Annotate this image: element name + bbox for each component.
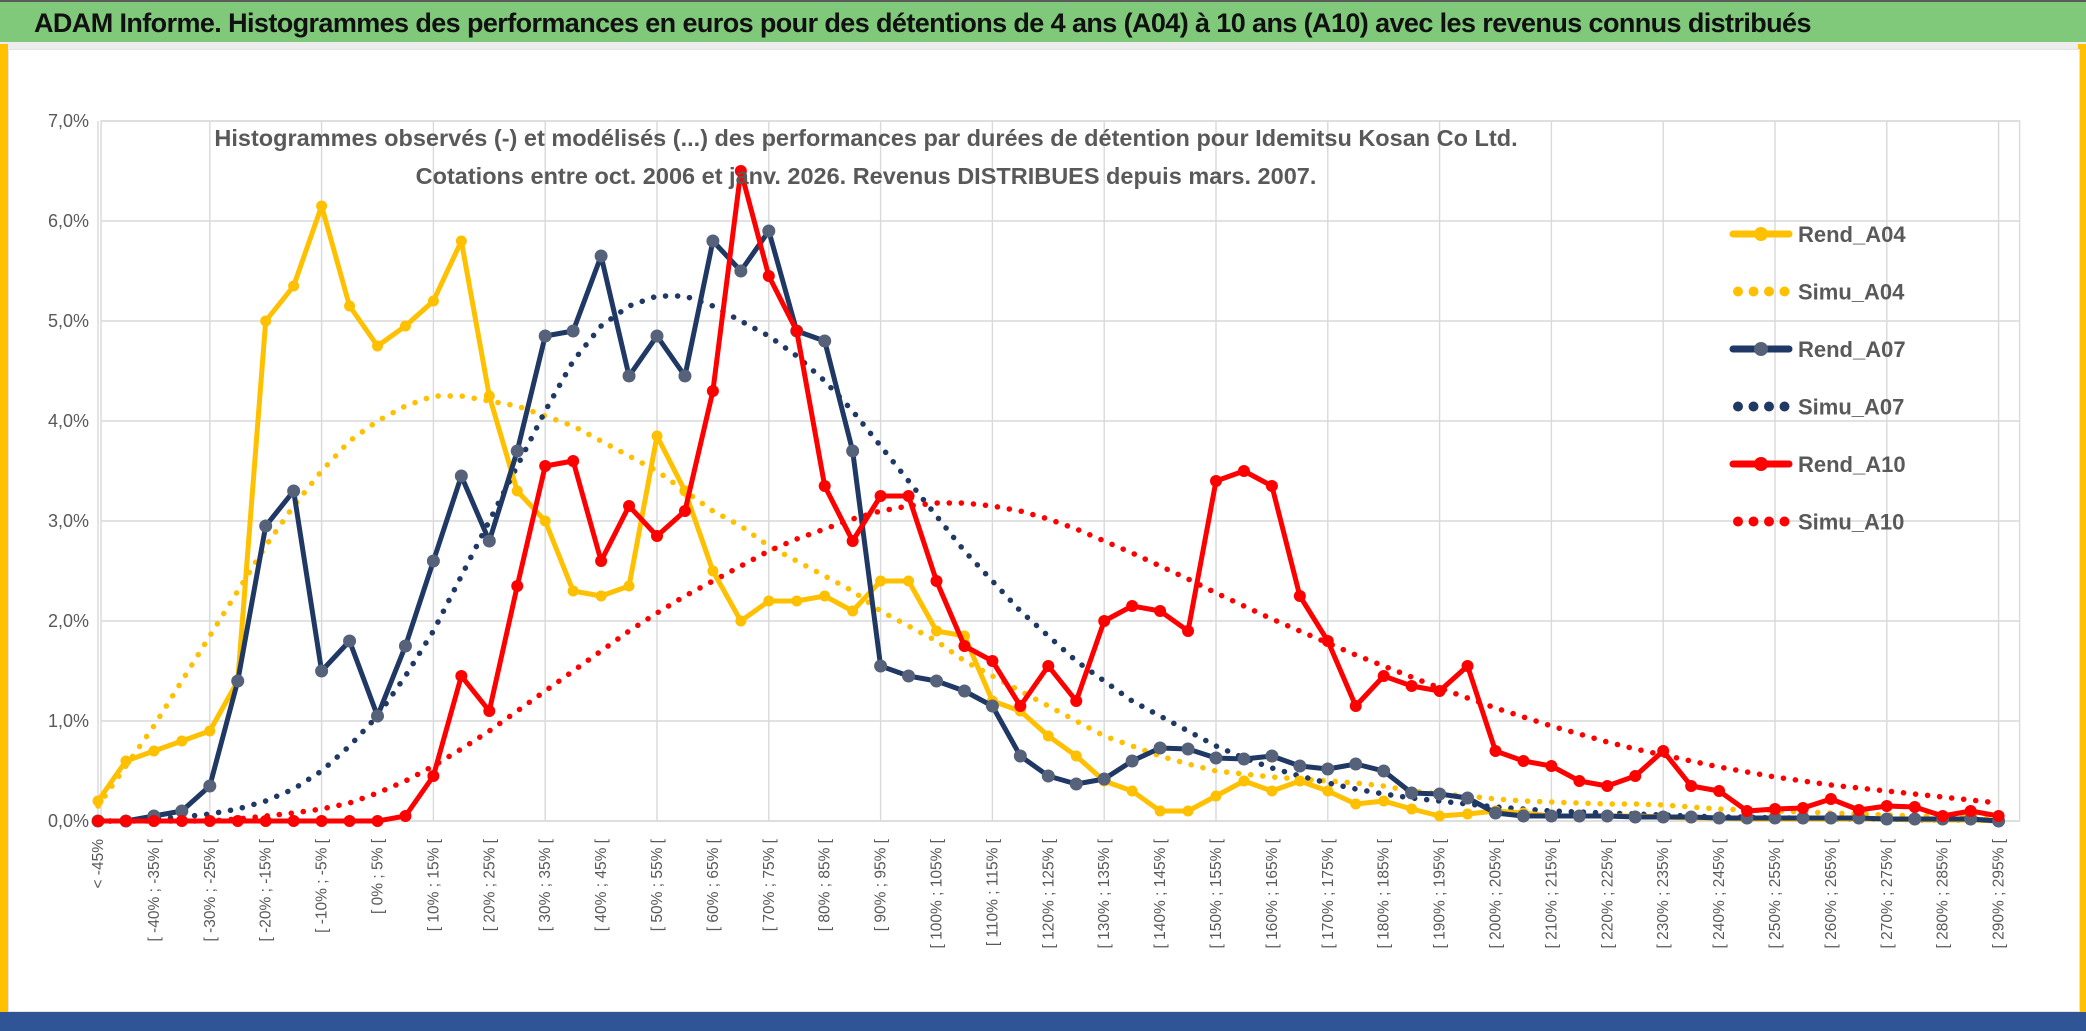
- series-simu_a04: [95, 393, 2002, 820]
- svg-text:[ 170% ; 175% [: [ 170% ; 175% [: [1320, 838, 1337, 948]
- svg-text:[ 240% ; 245% [: [ 240% ; 245% [: [1711, 838, 1728, 948]
- svg-text:[ 30% ; 35% [: [ 30% ; 35% [: [537, 838, 554, 931]
- legend-item-rend_a07: Rend_A07: [1729, 337, 1906, 362]
- legend-item-simu_a07: Simu_A07: [1733, 395, 1904, 420]
- svg-text:[ 190% ; 195% [: [ 190% ; 195% [: [1432, 838, 1449, 948]
- svg-text:Histogrammes observés (-) et m: Histogrammes observés (-) et modélisés (…: [214, 125, 1517, 151]
- svg-text:4,0%: 4,0%: [48, 411, 89, 431]
- svg-text:[ 230% ; 235% [: [ 230% ; 235% [: [1655, 838, 1672, 948]
- legend-item-simu_a10: Simu_A10: [1733, 510, 1904, 535]
- series-rend_a07: [91, 224, 2006, 828]
- svg-text:[ 40% ; 45% [: [ 40% ; 45% [: [593, 838, 610, 931]
- gold-frame-right: [2078, 44, 2086, 1012]
- chart-area: 0,0% 1,0% 2,0% 3,0% 4,0% 5,0% 6,0% 7,0% < -45% [ …: [8, 49, 2080, 1012]
- chart-legend: Rend_A04 Simu_A04 Rend_A07 Simu_A07 Rend_A10…: [1729, 222, 1906, 535]
- svg-text:Rend_A04: Rend_A04: [1798, 222, 1906, 247]
- svg-text:Simu_A10: Simu_A10: [1798, 510, 1904, 535]
- svg-text:[ 100% ; 105% [: [ 100% ; 105% [: [929, 838, 946, 948]
- svg-text:[ 210% ; 215% [: [ 210% ; 215% [: [1543, 838, 1560, 948]
- svg-text:[ 60% ; 65% [: [ 60% ; 65% [: [705, 838, 722, 931]
- svg-text:[ -30% ; -25% [: [ -30% ; -25% [: [202, 838, 219, 941]
- x-axis-labels: < -45% [ -40% ; -35% [ [ -30% ; -25% [ [ -2…: [90, 838, 2008, 948]
- svg-text:Rend_A10: Rend_A10: [1798, 452, 1906, 477]
- legend-item-simu_a04: Simu_A04: [1733, 280, 1905, 305]
- svg-text:1,0%: 1,0%: [48, 711, 89, 731]
- window-title: ADAM Informe. Histogrammes des performan…: [34, 7, 1811, 38]
- svg-text:[ 10% ; 15% [: [ 10% ; 15% [: [425, 838, 442, 931]
- svg-text:Simu_A04: Simu_A04: [1798, 280, 1905, 305]
- chart-grid: [97, 120, 2021, 822]
- svg-text:[ 140% ; 145% [: [ 140% ; 145% [: [1152, 838, 1169, 948]
- svg-text:2,0%: 2,0%: [48, 611, 89, 631]
- svg-text:[ -40% ; -35% [: [ -40% ; -35% [: [146, 838, 163, 941]
- svg-text:[ 150% ; 155% [: [ 150% ; 155% [: [1208, 838, 1225, 948]
- svg-text:[ 260% ; 265% [: [ 260% ; 265% [: [1823, 838, 1840, 948]
- svg-text:[ 70% ; 75% [: [ 70% ; 75% [: [761, 838, 778, 931]
- series-rend_a04: [92, 200, 2005, 827]
- series-simu_a07: [95, 293, 2002, 824]
- svg-text:[ 220% ; 225% [: [ 220% ; 225% [: [1599, 838, 1616, 948]
- svg-text:7,0%: 7,0%: [48, 111, 89, 131]
- chart-title: Histogrammes observés (-) et modélisés (…: [214, 125, 1517, 189]
- svg-text:6,0%: 6,0%: [48, 211, 89, 231]
- bottom-blue-bar: [0, 1012, 2086, 1031]
- svg-text:< -45%: < -45%: [90, 839, 107, 889]
- svg-text:[ 160% ; 165% [: [ 160% ; 165% [: [1264, 838, 1281, 948]
- svg-text:0,0%: 0,0%: [48, 811, 89, 831]
- svg-text:[ 90% ; 95% [: [ 90% ; 95% [: [873, 838, 890, 931]
- svg-text:[ 130% ; 135% [: [ 130% ; 135% [: [1096, 838, 1113, 948]
- svg-text:Simu_A07: Simu_A07: [1798, 395, 1904, 420]
- y-axis-labels: 0,0% 1,0% 2,0% 3,0% 4,0% 5,0% 6,0% 7,0%: [48, 111, 89, 831]
- legend-item-rend_a10: Rend_A10: [1729, 452, 1906, 477]
- gold-frame-left: [0, 44, 8, 1012]
- svg-text:Cotations entre oct. 2006 et j: Cotations entre oct. 2006 et janv. 2026.…: [416, 163, 1317, 189]
- svg-text:[ 110% ; 115% [: [ 110% ; 115% [: [984, 838, 1001, 946]
- svg-text:[ -10% ; -5% [: [ -10% ; -5% [: [314, 838, 331, 933]
- svg-text:[ 200% ; 205% [: [ 200% ; 205% [: [1488, 838, 1505, 948]
- title-separator: [0, 42, 2086, 49]
- svg-text:[ 290% ; 295% [: [ 290% ; 295% [: [1991, 838, 2008, 948]
- legend-item-rend_a04: Rend_A04: [1729, 222, 1906, 247]
- svg-text:[ 280% ; 285% [: [ 280% ; 285% [: [1935, 838, 1952, 948]
- svg-text:[ 80% ; 85% [: [ 80% ; 85% [: [817, 838, 834, 931]
- svg-text:[ 20% ; 25% [: [ 20% ; 25% [: [481, 838, 498, 931]
- svg-text:[ 0% ; 5% [: [ 0% ; 5% [: [370, 838, 387, 914]
- svg-text:[ 250% ; 255% [: [ 250% ; 255% [: [1767, 838, 1784, 948]
- svg-text:Rend_A07: Rend_A07: [1798, 337, 1906, 362]
- svg-text:[ 180% ; 185% [: [ 180% ; 185% [: [1376, 838, 1393, 948]
- svg-text:3,0%: 3,0%: [48, 511, 89, 531]
- svg-text:[ -20% ; -15% [: [ -20% ; -15% [: [258, 838, 275, 941]
- performance-histogram-chart: 0,0% 1,0% 2,0% 3,0% 4,0% 5,0% 6,0% 7,0% < -45% [ …: [48, 111, 2021, 948]
- svg-text:[ 120% ; 125% [: [ 120% ; 125% [: [1040, 838, 1057, 948]
- svg-text:[ 270% ; 275% [: [ 270% ; 275% [: [1879, 838, 1896, 948]
- window-title-bar: ADAM Informe. Histogrammes des performan…: [0, 0, 2086, 44]
- svg-text:[ 50% ; 55% [: [ 50% ; 55% [: [649, 838, 666, 931]
- svg-text:5,0%: 5,0%: [48, 311, 89, 331]
- series-rend_a10: [92, 165, 2005, 827]
